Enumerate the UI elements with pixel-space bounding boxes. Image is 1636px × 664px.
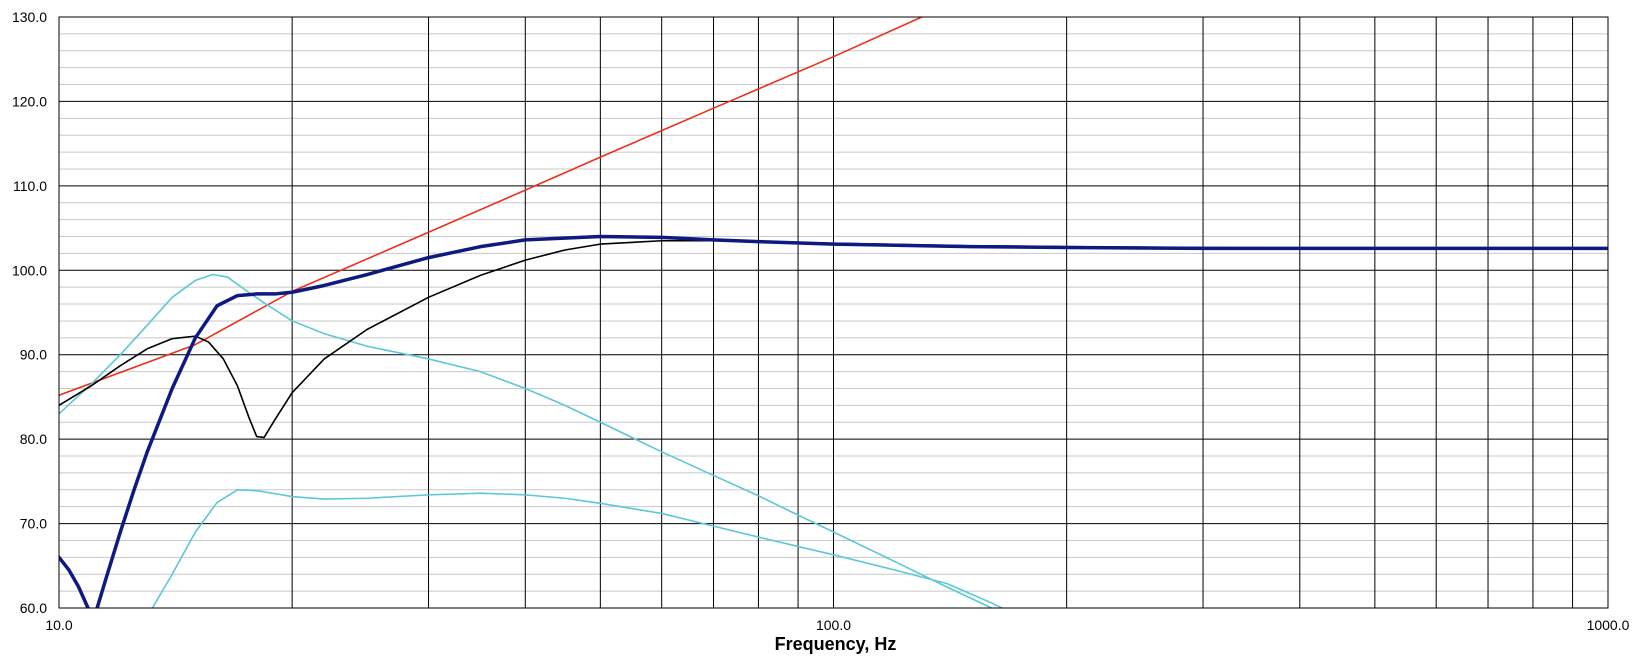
x-axis-title: Frequency, Hz: [775, 634, 897, 654]
y-tick-label: 90.0: [20, 347, 47, 363]
plot-frame: [58, 16, 1609, 609]
y-tick-label: 110.0: [13, 178, 47, 194]
y-tick-label: 130.0: [12, 9, 47, 25]
series-line: [151, 489, 1003, 608]
y-tick-label: 80.0: [20, 431, 47, 447]
y-tick-label: 100.0: [12, 262, 47, 278]
y-tick-label: 60.0: [20, 600, 47, 616]
series-layer: [59, 17, 1608, 608]
series-line: [59, 273, 993, 608]
series-line: [59, 17, 923, 397]
y-tick-label: 70.0: [20, 516, 47, 532]
y-tick-label: 120.0: [12, 93, 47, 109]
series-line: [59, 555, 90, 608]
tick-labels: 60.0 70.0 80.0 90.0 100.0 110.0 120.0 130.0 10.0…: [12, 9, 1630, 633]
x-tick-label: 1000.0: [1587, 617, 1630, 633]
x-tick-label: 10.0: [45, 617, 72, 633]
x-tick-label: 100.0: [816, 617, 851, 633]
series-line: [95, 234, 1608, 608]
